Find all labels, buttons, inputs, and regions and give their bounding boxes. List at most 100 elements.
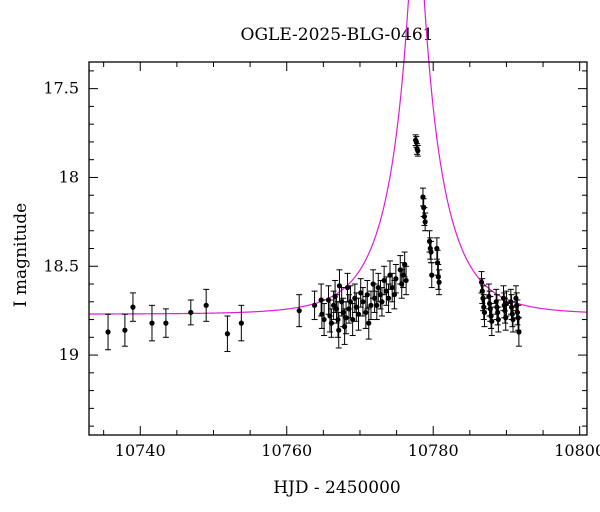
data-point [365, 306, 372, 340]
data-marker [429, 272, 435, 278]
data-marker [311, 302, 318, 308]
data-point [385, 283, 392, 313]
data-marker [343, 315, 349, 321]
data-marker [436, 279, 442, 285]
data-marker [364, 292, 370, 298]
data-marker [238, 320, 244, 326]
data-point [514, 299, 521, 326]
data-marker [481, 304, 487, 310]
data-marker [319, 311, 325, 317]
data-marker [224, 331, 231, 337]
data-marker [509, 311, 515, 317]
data-point [318, 299, 325, 329]
data-point [162, 308, 169, 338]
data-marker [375, 284, 381, 291]
data-point [414, 144, 421, 157]
data-points-group [105, 134, 522, 353]
data-point [488, 306, 495, 337]
data-point [392, 263, 399, 294]
data-marker [355, 311, 362, 317]
data-marker [435, 274, 441, 280]
y-tick-label: 19 [59, 345, 79, 364]
data-marker [428, 249, 434, 255]
data-point [129, 292, 136, 322]
data-point [435, 263, 442, 290]
data-point [503, 290, 510, 317]
data-point [355, 297, 362, 331]
data-marker [363, 309, 369, 316]
data-point [434, 249, 441, 276]
data-point [495, 306, 502, 333]
data-marker [122, 327, 128, 333]
data-marker [481, 309, 488, 316]
data-marker [488, 313, 494, 319]
data-marker [385, 295, 392, 301]
y-axis-label: I magnitude [11, 203, 31, 307]
axis-ticks [89, 62, 587, 435]
data-marker [514, 309, 521, 316]
chart-title: OGLE-2025-BLG-0461 [241, 25, 434, 45]
data-marker [495, 316, 501, 323]
data-point [238, 304, 245, 342]
data-point [509, 301, 516, 328]
data-marker [149, 320, 155, 326]
data-point [378, 287, 385, 317]
data-marker [479, 288, 485, 294]
data-point [335, 301, 341, 338]
data-point [148, 304, 155, 342]
data-point [296, 294, 303, 328]
x-axis-label: HJD - 2450000 [273, 478, 401, 498]
data-marker [516, 329, 522, 335]
data-point [321, 303, 328, 337]
data-marker [188, 309, 194, 316]
data-marker [353, 304, 359, 310]
data-marker [495, 309, 501, 316]
data-point [480, 294, 487, 321]
data-point [419, 187, 426, 207]
data-point [364, 279, 371, 310]
data-point [203, 288, 210, 322]
data-point [344, 272, 351, 303]
data-point [343, 301, 350, 335]
y-tick-label: 17.5 [43, 79, 79, 98]
data-marker [203, 302, 209, 308]
data-point [515, 317, 522, 347]
y-tick-label: 18.5 [43, 256, 79, 275]
data-marker [503, 300, 510, 307]
tick-labels: 10740 10760 10780 10800 17.5 18 18.5 19 [43, 79, 600, 460]
x-tick-label: 10780 [408, 441, 459, 460]
data-point [481, 297, 488, 328]
data-marker [389, 284, 395, 291]
data-marker [296, 308, 302, 314]
data-point [373, 290, 380, 321]
data-point [224, 315, 231, 353]
data-marker [422, 219, 428, 225]
data-point [121, 313, 128, 347]
data-marker [328, 320, 335, 326]
model-curve-group [89, 0, 588, 315]
x-tick-label: 10760 [261, 441, 312, 460]
data-point [436, 269, 443, 296]
y-tick-label: 18 [59, 167, 79, 186]
data-point [403, 265, 410, 296]
data-marker [381, 277, 387, 284]
data-point [494, 299, 501, 326]
data-marker [336, 327, 342, 333]
data-point [187, 299, 194, 326]
data-marker [360, 299, 366, 305]
data-marker [321, 316, 327, 323]
data-point [359, 287, 366, 317]
data-marker [489, 318, 495, 324]
data-marker [130, 304, 136, 310]
data-marker [374, 302, 380, 308]
data-marker [393, 276, 399, 282]
data-point [422, 212, 429, 232]
data-marker [421, 213, 428, 220]
x-tick-label: 10800 [554, 441, 600, 460]
data-point [389, 272, 396, 303]
data-marker [478, 279, 485, 285]
x-tick-label: 10740 [115, 441, 166, 460]
data-marker [366, 320, 372, 326]
data-marker [358, 290, 364, 296]
